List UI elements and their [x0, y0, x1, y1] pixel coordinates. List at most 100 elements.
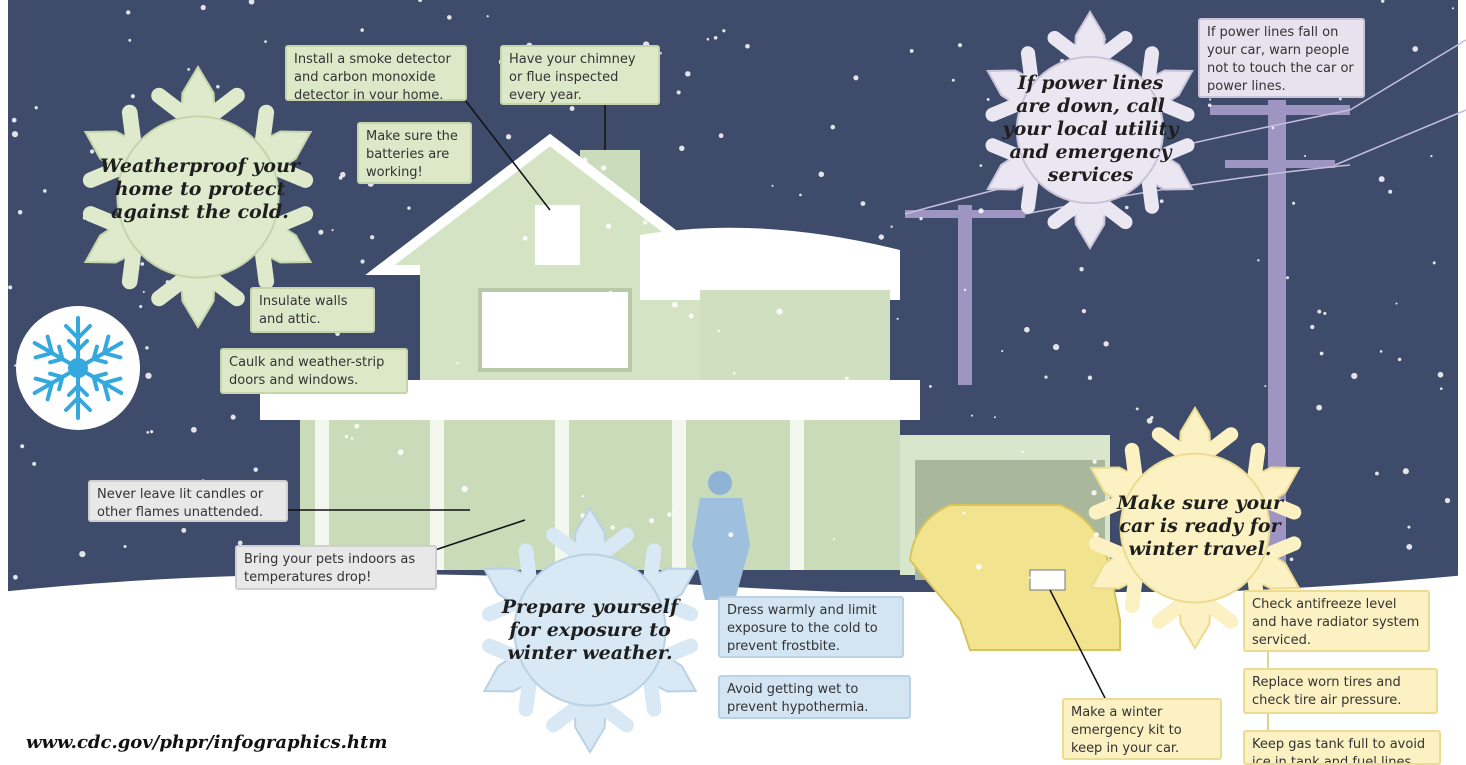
snowflake-text: Weatherproof your home to protect agains… — [95, 155, 305, 224]
snow-dot — [493, 326, 497, 330]
snow-dot — [677, 90, 681, 94]
snow-dot — [799, 194, 802, 197]
snow-dot — [672, 302, 678, 308]
snow-dot — [124, 545, 127, 548]
snow-dot — [13, 575, 18, 580]
emergency-kit — [1030, 570, 1065, 590]
snow-dot — [861, 201, 866, 206]
crossarm — [905, 210, 1025, 218]
snowflake-text: If power lines are down, call your local… — [998, 72, 1183, 187]
snow-dot — [971, 415, 973, 417]
snow-dot — [1088, 376, 1092, 380]
snow-dot — [1125, 206, 1129, 210]
snow-dot — [447, 15, 452, 20]
snow-dot — [919, 217, 922, 220]
snow-dot — [570, 106, 575, 111]
tip: Avoid getting wet to prevent hypothermia… — [718, 675, 911, 719]
snow-dot — [679, 146, 684, 151]
snow-dot — [1091, 490, 1096, 495]
column — [790, 420, 804, 570]
tip: Install a smoke detector and carbon mono… — [285, 45, 467, 101]
snow-dot — [457, 362, 459, 364]
snow-dot — [20, 444, 24, 448]
snow-dot — [187, 68, 190, 71]
snow-dot — [667, 512, 672, 517]
snow-dot — [398, 449, 404, 455]
snow-dot — [978, 208, 983, 213]
snow-dot — [726, 246, 729, 249]
snow-dot — [128, 39, 131, 42]
blue-core — [68, 358, 88, 378]
snow-dot — [819, 172, 825, 178]
blue-snowflake — [16, 306, 140, 430]
snow-dot — [606, 224, 611, 229]
snow-dot — [1380, 350, 1383, 353]
snow-dot — [331, 229, 333, 231]
snow-dot — [360, 28, 364, 32]
snow-dot — [1304, 155, 1306, 157]
snow-dot — [963, 512, 966, 515]
source-url: www.cdc.gov/phpr/infographics.htm — [26, 732, 387, 753]
snow-dot — [1209, 98, 1211, 100]
tip: Caulk and weather-strip doors and window… — [220, 348, 408, 394]
snow-dot — [1053, 344, 1059, 350]
page: Weatherproof your home to protect agains… — [0, 0, 1466, 765]
crossarm — [1225, 160, 1335, 168]
snow-dot — [583, 158, 588, 163]
tip: Bring your pets indoors as temperatures … — [235, 545, 437, 590]
snow-dot — [643, 220, 647, 224]
snowflake-text: Prepare yourself for exposure to winter … — [495, 596, 685, 665]
snow-dot — [523, 236, 528, 241]
wing — [700, 290, 890, 390]
snow-dot — [351, 437, 354, 440]
snow-dot — [897, 318, 899, 320]
snow-dot — [262, 396, 265, 399]
snow-dot — [370, 235, 374, 239]
snow-dot — [79, 551, 85, 557]
snow-dot — [43, 189, 47, 193]
snow-dot — [264, 40, 267, 43]
snow-dot — [1403, 468, 1409, 474]
window — [480, 290, 630, 370]
snow-dot — [879, 234, 884, 239]
snow-dot — [1433, 261, 1436, 264]
snow-dot — [1375, 472, 1379, 476]
snow-dot — [744, 241, 750, 247]
snow-dot — [12, 118, 17, 123]
snow-dot — [1438, 372, 1444, 378]
snow-dot — [90, 149, 94, 153]
snow-dot — [1323, 312, 1326, 315]
snow-dot — [726, 259, 730, 263]
tip: Make a winter emergency kit to keep in y… — [1062, 698, 1222, 760]
snow-dot — [745, 44, 750, 49]
snow-dot — [1147, 418, 1153, 424]
tip: Have your chimney or flue inspected ever… — [500, 45, 660, 105]
snow-dot — [1351, 373, 1357, 379]
snow-dot — [719, 133, 724, 138]
snow-dot — [952, 79, 955, 82]
snow-dot — [818, 286, 821, 289]
snow-dot — [462, 486, 468, 492]
snow-dot — [216, 85, 219, 88]
snow-dot — [1136, 407, 1139, 410]
tip: Insulate walls and attic. — [250, 287, 375, 333]
snow-dot — [348, 395, 351, 398]
snow-dot — [1093, 460, 1097, 464]
snow-dot — [1257, 259, 1259, 261]
snow-dot — [979, 164, 982, 167]
snow-dot — [660, 258, 663, 261]
snow-dot — [1103, 341, 1108, 346]
snow-dot — [891, 226, 893, 228]
snow-dot — [150, 430, 153, 433]
snow-dot — [231, 415, 236, 420]
snow-dot — [1379, 176, 1385, 182]
snow-dot — [140, 262, 144, 266]
snow-dot — [12, 131, 18, 137]
snow-dot — [1292, 202, 1295, 205]
snow-dot — [345, 435, 348, 438]
snow-dot — [360, 259, 364, 263]
snow-dot — [674, 510, 676, 512]
tip: Check antifreeze level and have radiator… — [1243, 590, 1430, 652]
snow-dot — [1001, 350, 1003, 352]
snow-dot — [1024, 327, 1030, 333]
